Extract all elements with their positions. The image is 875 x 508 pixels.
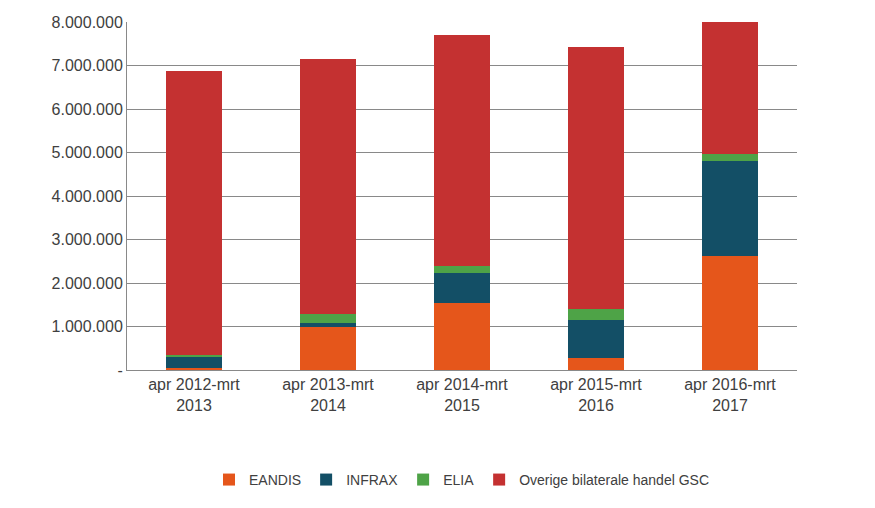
svg-text:apr 2012-mrt2013: apr 2012-mrt2013 bbox=[148, 376, 240, 414]
svg-text:apr 2016-mrt2017: apr 2016-mrt2017 bbox=[684, 376, 776, 414]
svg-text:apr 2014-mrt2015: apr 2014-mrt2015 bbox=[416, 376, 508, 414]
svg-text:apr 2013-mrt2014: apr 2013-mrt2014 bbox=[282, 376, 374, 414]
svg-text:6.000.000: 6.000.000 bbox=[52, 101, 123, 118]
svg-text:EANDIS: EANDIS bbox=[249, 472, 301, 488]
svg-text:8.000.000: 8.000.000 bbox=[52, 14, 123, 31]
svg-text:3.000.000: 3.000.000 bbox=[52, 231, 123, 248]
svg-text:ELIA: ELIA bbox=[443, 472, 474, 488]
svg-text:7.000.000: 7.000.000 bbox=[52, 57, 123, 74]
svg-text:1.000.000: 1.000.000 bbox=[52, 318, 123, 335]
svg-text:-: - bbox=[117, 362, 122, 379]
svg-text:2.000.000: 2.000.000 bbox=[52, 275, 123, 292]
svg-text:apr 2015-mrt2016: apr 2015-mrt2016 bbox=[550, 376, 642, 414]
svg-text:INFRAX: INFRAX bbox=[346, 472, 398, 488]
svg-text:4.000.000: 4.000.000 bbox=[52, 188, 123, 205]
svg-text:5.000.000: 5.000.000 bbox=[52, 144, 123, 161]
svg-text:Overige bilaterale handel GSC: Overige bilaterale handel GSC bbox=[519, 472, 709, 488]
